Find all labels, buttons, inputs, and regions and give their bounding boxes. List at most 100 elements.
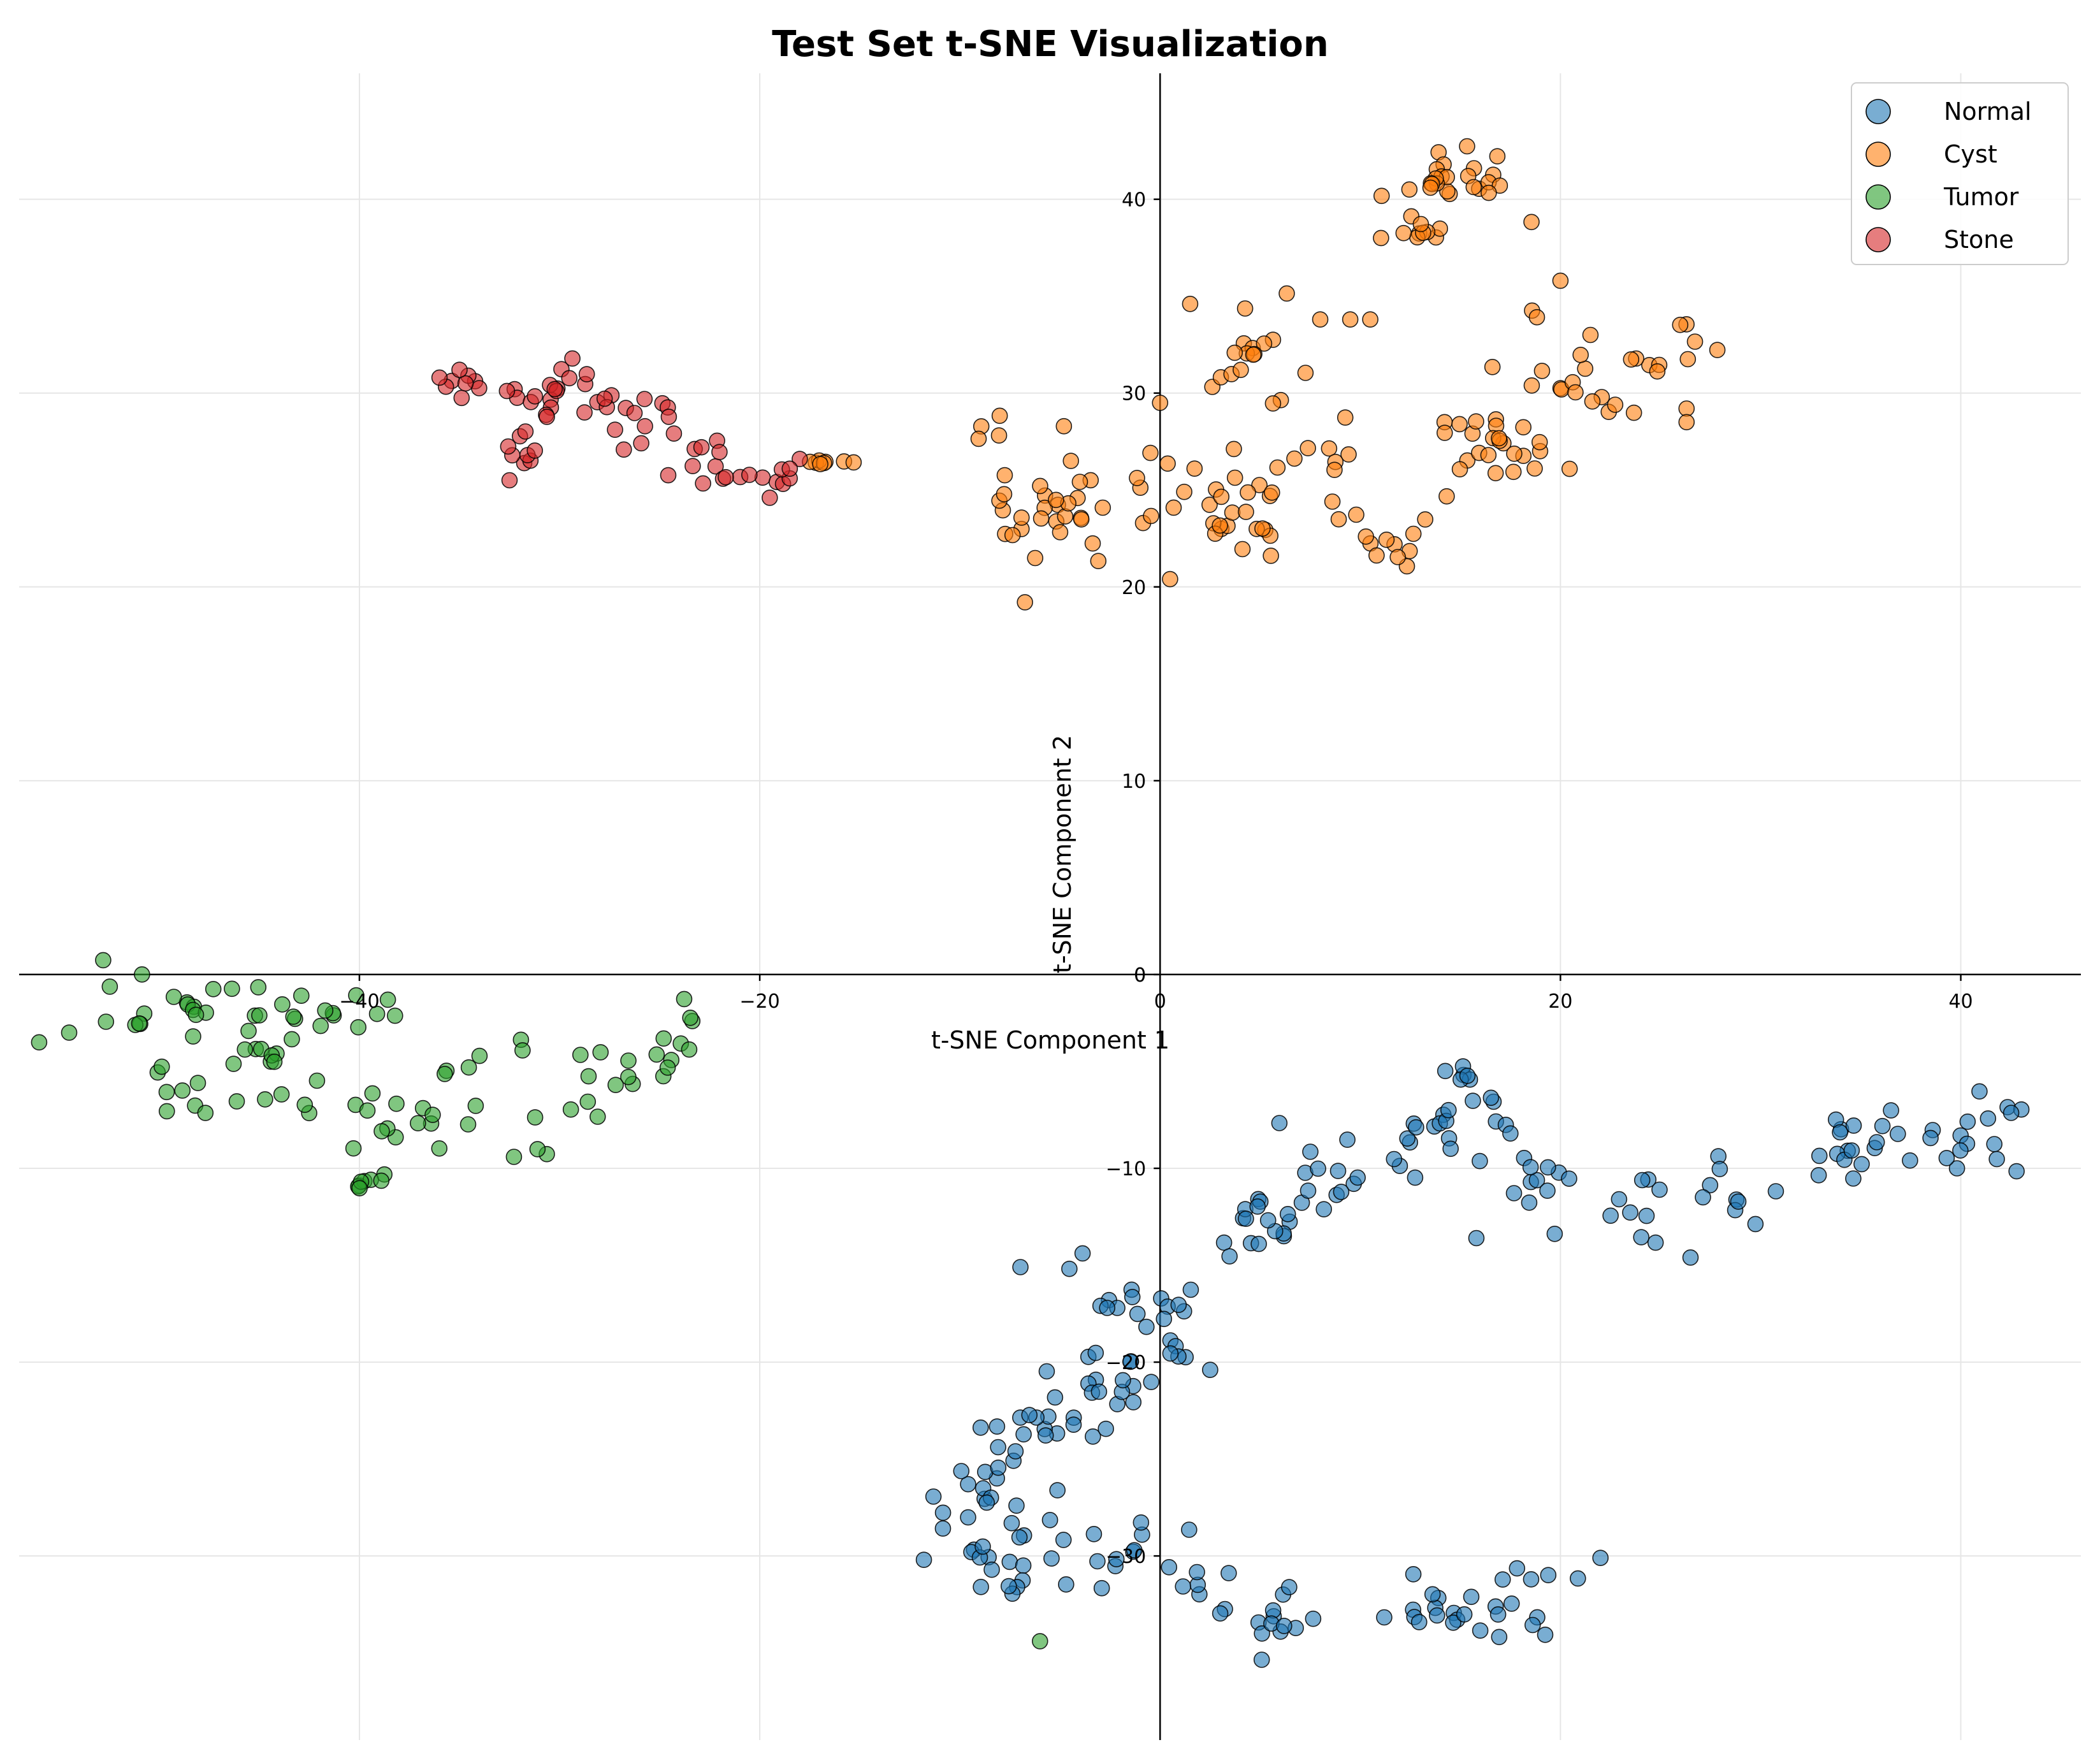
- point-tumor: [61, 1024, 78, 1041]
- point-normal: [1938, 1150, 1955, 1166]
- point-cyst: [1013, 509, 1030, 526]
- point-tumor: [436, 1066, 453, 1082]
- point-tumor: [225, 1056, 242, 1072]
- point-normal: [1087, 1344, 1104, 1361]
- point-normal: [1182, 1281, 1199, 1298]
- point-normal: [1767, 1183, 1785, 1200]
- point-normal: [2008, 1163, 2025, 1180]
- point-stone: [453, 389, 470, 407]
- point-normal: [1253, 1651, 1270, 1668]
- point-cyst: [1484, 358, 1501, 375]
- series-tumor: [31, 952, 1048, 1650]
- point-cyst: [1162, 570, 1178, 588]
- point-cyst: [1238, 504, 1254, 520]
- point-cyst: [1159, 455, 1176, 472]
- point-normal: [1129, 1305, 1146, 1323]
- point-normal: [1305, 1610, 1322, 1627]
- point-normal: [1602, 1207, 1619, 1224]
- point-cyst: [1201, 497, 1218, 513]
- point-normal: [1986, 1136, 2002, 1152]
- point-stone: [633, 435, 649, 452]
- point-cyst: [1582, 326, 1599, 344]
- point-tumor: [1032, 1633, 1048, 1650]
- point-normal: [1472, 1622, 1489, 1639]
- point-cyst: [1340, 446, 1357, 463]
- point-cyst: [1142, 444, 1159, 461]
- point-cyst: [1709, 342, 1726, 358]
- point-cyst: [1528, 308, 1546, 326]
- point-cyst: [1324, 493, 1341, 510]
- point-cyst: [1487, 465, 1504, 482]
- point-tumor: [607, 1077, 624, 1093]
- point-normal: [934, 1504, 952, 1521]
- point-normal: [1181, 1521, 1198, 1538]
- point-cyst: [1451, 461, 1468, 478]
- point-normal: [1011, 1529, 1028, 1546]
- point-tumor: [285, 1008, 302, 1025]
- data-points: [31, 138, 2030, 1668]
- point-normal: [1143, 1374, 1160, 1390]
- point-stone: [607, 421, 623, 439]
- point-stone: [754, 469, 771, 486]
- point-stone: [695, 475, 711, 492]
- point-tumor: [572, 1047, 589, 1063]
- point-normal: [1339, 1131, 1356, 1148]
- point-cyst: [1032, 477, 1048, 495]
- point-cyst: [1373, 187, 1390, 205]
- point-tumor: [373, 1123, 390, 1140]
- point-normal: [990, 1459, 1007, 1476]
- point-stone: [626, 405, 643, 421]
- point-normal: [1220, 1565, 1237, 1581]
- y-tick-label: 40: [1122, 189, 1146, 212]
- point-tumor: [187, 1006, 205, 1023]
- legend-label-cyst: Cyst: [1944, 140, 1997, 168]
- point-cyst: [1459, 138, 1475, 155]
- point-normal: [1463, 1588, 1480, 1606]
- point-cyst: [1572, 346, 1589, 363]
- point-cyst: [1468, 413, 1484, 430]
- point-stone: [637, 417, 653, 435]
- y-tick-label: 10: [1122, 771, 1146, 793]
- point-stone: [501, 472, 518, 489]
- point-tumor: [273, 1086, 290, 1103]
- point-tumor: [158, 1084, 175, 1101]
- point-tumor: [589, 1108, 606, 1125]
- point-cyst: [1489, 148, 1506, 164]
- point-tumor: [388, 1095, 405, 1112]
- point-cyst: [970, 430, 987, 447]
- point-stone: [457, 375, 474, 392]
- point-tumor: [134, 966, 150, 983]
- point-tumor: [101, 978, 119, 995]
- legend-marker-cyst: [1865, 141, 1891, 167]
- point-normal: [1001, 1578, 1017, 1595]
- point-cyst: [1465, 178, 1482, 196]
- point-stone: [718, 468, 734, 486]
- point-stone: [660, 409, 677, 425]
- point-cyst: [1395, 224, 1412, 242]
- legend-marker-tumor: [1865, 184, 1891, 210]
- point-tumor: [154, 1058, 170, 1075]
- y-tick-label: −30: [1106, 1546, 1146, 1568]
- point-normal: [1537, 1627, 1554, 1643]
- point-cyst: [1165, 499, 1182, 516]
- point-cyst: [1523, 214, 1540, 231]
- point-tumor: [579, 1093, 597, 1110]
- point-tumor: [296, 1096, 314, 1114]
- point-normal: [1250, 1235, 1267, 1252]
- point-normal: [983, 1561, 1000, 1578]
- point-normal: [1259, 1212, 1277, 1229]
- point-normal: [1868, 1134, 1885, 1150]
- point-cyst: [1378, 531, 1395, 548]
- point-cyst: [1300, 440, 1316, 456]
- point-normal: [972, 1419, 989, 1436]
- point-tumor: [351, 1180, 368, 1196]
- point-tumor: [240, 1022, 257, 1040]
- point-normal: [1215, 1234, 1233, 1251]
- point-normal: [1249, 1198, 1266, 1215]
- point-normal: [1410, 1614, 1428, 1630]
- point-cyst: [1480, 447, 1497, 463]
- series-stone: [431, 350, 808, 506]
- point-stone: [451, 361, 468, 379]
- y-tick-label: 20: [1122, 577, 1146, 599]
- point-cyst: [1678, 414, 1695, 431]
